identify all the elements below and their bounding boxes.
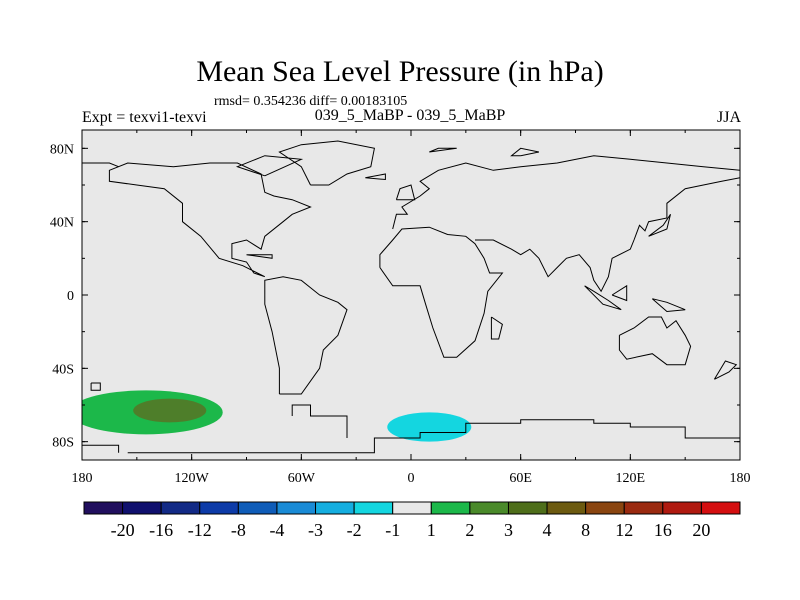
coastline — [379, 226, 504, 358]
coastline — [127, 419, 740, 454]
colorbar-label: 20 — [692, 520, 710, 540]
left-string: Expt = texvi1-texvi — [82, 109, 207, 126]
x-tick-label: 120E — [616, 471, 646, 486]
y-tick-label: 80N — [50, 142, 74, 157]
colorbar-label: 4 — [543, 520, 552, 540]
coastline — [392, 155, 740, 230]
anomaly-south-atlantic-negative — [387, 412, 472, 442]
colorbar-swatch — [199, 501, 239, 515]
coastline — [584, 285, 622, 311]
colorbar-label: -12 — [188, 520, 212, 540]
colorbar-label: -2 — [347, 520, 362, 540]
stats-text: rmsd= 0.354236 diff= 0.00183105 — [214, 94, 408, 109]
x-tick-label: 180 — [730, 471, 751, 486]
y-tick-label: 40S — [52, 362, 74, 377]
coastline — [90, 382, 101, 391]
colorbar-swatch — [700, 501, 741, 515]
colorbar-label: 12 — [615, 520, 633, 540]
colorbar-label: 16 — [654, 520, 672, 540]
colorbar-label: 8 — [581, 520, 590, 540]
x-tick-label: 0 — [408, 471, 415, 486]
colorbar-swatch — [546, 501, 587, 515]
coastline — [648, 214, 671, 237]
coastline — [235, 155, 304, 177]
y-tick-label: 40N — [50, 216, 74, 231]
colorbar-swatch — [276, 501, 317, 515]
colorbar-swatch — [353, 501, 394, 515]
coastline — [429, 147, 457, 153]
colorbar-label: -4 — [269, 520, 284, 540]
coastline — [395, 184, 416, 201]
x-tick-label: 180 — [72, 471, 93, 486]
y-tick-label: 0 — [67, 289, 74, 304]
y-tick-label: 80S — [52, 436, 74, 451]
colorbar-swatch — [315, 501, 355, 515]
colorbar-swatch — [585, 501, 625, 515]
colorbar-label: 2 — [465, 520, 474, 540]
coastline — [108, 162, 312, 278]
colorbar-label: -20 — [111, 520, 135, 540]
colorbar-swatch — [623, 501, 664, 515]
coastline — [651, 298, 686, 313]
coastline — [246, 254, 273, 259]
colorbar-label: -3 — [308, 520, 323, 540]
colorbar-swatch — [430, 501, 471, 515]
coastline — [510, 147, 539, 157]
coastline — [713, 360, 738, 380]
coastline — [278, 140, 375, 186]
colorbar-swatch — [83, 501, 124, 515]
colorbar-swatch — [507, 501, 548, 515]
coastline — [82, 162, 119, 168]
colorbar-swatch — [392, 501, 432, 515]
x-tick-label: 60E — [509, 471, 532, 486]
coastline — [490, 316, 503, 340]
anomaly-south-pacific-core — [133, 398, 207, 423]
coastline — [82, 444, 120, 453]
coastline — [611, 284, 628, 302]
coastline — [365, 173, 386, 181]
colorbar-label: -1 — [385, 520, 400, 540]
colorbar-swatch — [662, 501, 702, 515]
colorbar-swatch — [469, 501, 509, 515]
x-tick-label: 60W — [288, 471, 316, 486]
chart-title: Mean Sea Level Pressure (in hPa) — [196, 55, 604, 88]
coastline — [264, 276, 348, 395]
x-tick-label: 120W — [175, 471, 210, 486]
coastline — [475, 177, 740, 293]
colorbar-swatch — [160, 501, 201, 515]
colorbar-label: -8 — [231, 520, 246, 540]
coastline — [618, 316, 692, 366]
season-label: JJA — [716, 109, 741, 126]
colorbar-swatch — [237, 501, 278, 515]
colorbar-label: -16 — [149, 520, 173, 540]
colorbar-label: 3 — [504, 520, 513, 540]
colorbar-label: 1 — [427, 520, 436, 540]
center-string: 039_5_MaBP - 039_5_MaBP — [314, 107, 506, 124]
colorbar-swatch — [122, 501, 162, 515]
coastline — [291, 404, 348, 438]
